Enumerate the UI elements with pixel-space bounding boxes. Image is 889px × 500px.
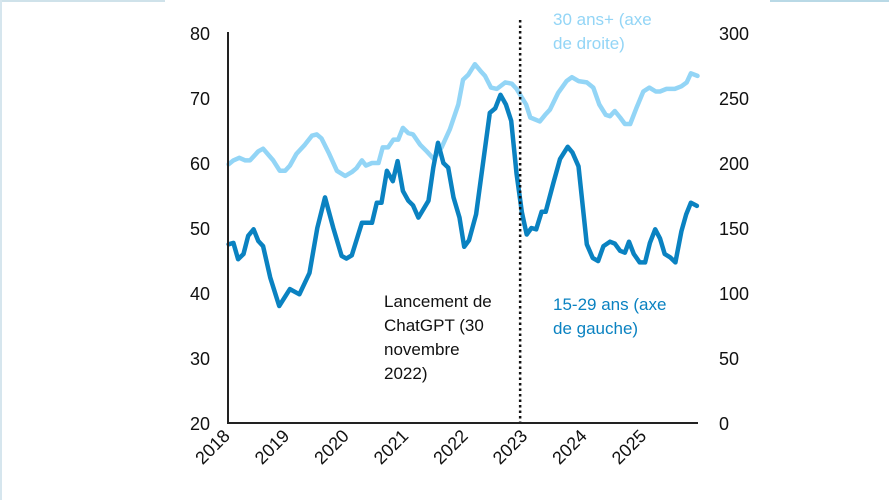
x-axis-tick-label: 2022 xyxy=(429,426,471,468)
left-axis-tick-label: 80 xyxy=(190,24,210,44)
frame-border-left xyxy=(0,0,2,500)
event-annotation-line: Lancement de xyxy=(384,292,492,311)
x-axis-tick-label: 2019 xyxy=(251,426,293,468)
right-axis-tick-label: 0 xyxy=(719,414,729,434)
left-axis-tick-label: 50 xyxy=(190,219,210,239)
right-axis-ticks: 0 50 100 150 200 250 300 xyxy=(719,24,749,434)
old-series-label-line: de droite) xyxy=(553,34,625,53)
x-axis-tick-label: 2025 xyxy=(608,426,650,468)
event-annotation-line: novembre xyxy=(384,340,460,359)
x-axis-ticks: 2018 2019 2020 2021 2022 2023 2024 2025 xyxy=(191,426,650,468)
left-axis-ticks: 20 30 40 50 60 70 80 xyxy=(190,24,210,434)
old-series-label-line: 30 ans+ (axe xyxy=(553,10,652,29)
x-axis-tick-label: 2024 xyxy=(548,426,590,468)
left-axis-tick-label: 70 xyxy=(190,89,210,109)
old-series-label: 30 ans+ (axe de droite) xyxy=(553,10,657,53)
young-series-label: 15-29 ans (axe de gauche) xyxy=(553,295,671,338)
event-annotation: Lancement de ChatGPT (30 novembre 2022) xyxy=(384,292,496,383)
right-axis-tick-label: 300 xyxy=(719,24,749,44)
young-series-label-line: 15-29 ans (axe xyxy=(553,295,666,314)
left-axis-tick-label: 40 xyxy=(190,284,210,304)
x-axis-tick-label: 2023 xyxy=(489,426,531,468)
right-axis-tick-label: 150 xyxy=(719,219,749,239)
event-annotation-line: 2022) xyxy=(384,364,427,383)
right-axis-tick-label: 200 xyxy=(719,154,749,174)
x-axis-tick-label: 2020 xyxy=(310,426,352,468)
left-axis-tick-label: 30 xyxy=(190,349,210,369)
right-axis-tick-label: 250 xyxy=(719,89,749,109)
left-axis-tick-label: 20 xyxy=(190,414,210,434)
series-line-15-29 xyxy=(226,92,700,309)
event-annotation-line: ChatGPT (30 xyxy=(384,316,484,335)
series-line-30-plus xyxy=(226,61,700,179)
series-layer xyxy=(226,61,700,309)
x-axis-tick-label: 2021 xyxy=(370,426,412,468)
right-axis-tick-label: 50 xyxy=(719,349,739,369)
frame-border-top-left xyxy=(0,0,165,2)
young-series-label-line: de gauche) xyxy=(553,319,638,338)
left-axis-tick-label: 60 xyxy=(190,154,210,174)
right-axis-tick-label: 100 xyxy=(719,284,749,304)
frame-border-top-right xyxy=(770,0,889,2)
